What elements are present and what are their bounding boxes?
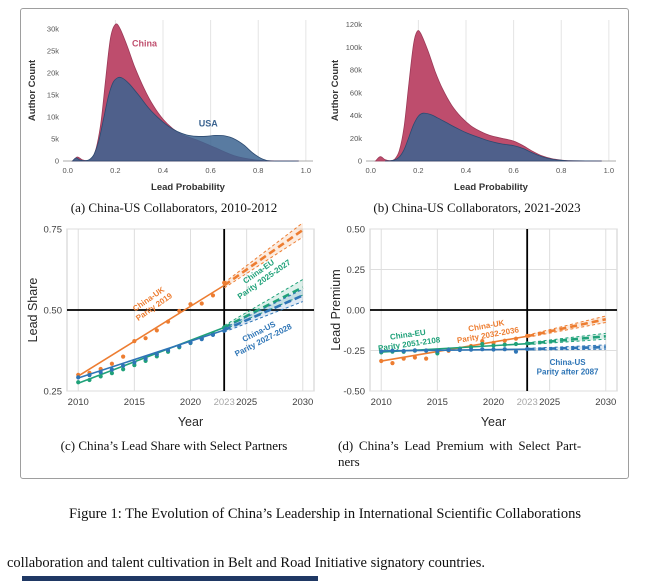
svg-text:20k: 20k xyxy=(350,134,362,143)
svg-text:25k: 25k xyxy=(47,46,59,55)
svg-text:Lead Premium: Lead Premium xyxy=(329,269,343,350)
svg-text:Lead Share: Lead Share xyxy=(26,278,40,343)
panel-c: 2010 2015 2020 2023 2025 2030 0.25 0.50 0.75 Year… xyxy=(25,220,323,454)
panel-b: 0.0 0.2 0.4 0.6 0.8 1.0 0 20k 40k 60k 80k 100k 120k L… xyxy=(328,12,626,216)
svg-text:0.50: 0.50 xyxy=(44,306,63,317)
svg-text:Lead Probability: Lead Probability xyxy=(151,182,226,193)
bottom-partial-bar xyxy=(22,576,318,581)
svg-text:100k: 100k xyxy=(346,43,363,52)
figure-box: 0.0 0.2 0.4 0.6 0.8 1.0 0 5k 10k 15k 20k 25k 30k Lead… xyxy=(20,8,629,479)
chart-d-scatter: 2010 2015 2020 2023 2025 2030 0.50 0.25 0.00 -0.2… xyxy=(329,225,618,429)
svg-text:30k: 30k xyxy=(47,24,59,33)
body-text: collaboration and talent cultivation in … xyxy=(7,555,485,571)
svg-text:0.0: 0.0 xyxy=(366,166,376,175)
panel-d-caption-line1: (d) China’s Lead Premium with Select Par… xyxy=(338,438,582,453)
svg-text:0.2: 0.2 xyxy=(413,166,423,175)
svg-text:40k: 40k xyxy=(350,111,362,120)
svg-text:2015: 2015 xyxy=(124,397,145,408)
svg-text:0.4: 0.4 xyxy=(158,166,168,175)
svg-text:0.25: 0.25 xyxy=(44,387,63,398)
svg-text:2023: 2023 xyxy=(517,397,538,408)
chart-a-density: 0.0 0.2 0.4 0.6 0.8 1.0 0 5k 10k 15k 20k 25k 30k Lead… xyxy=(27,20,313,193)
svg-text:0.0: 0.0 xyxy=(63,166,73,175)
svg-text:0.25: 0.25 xyxy=(347,265,366,276)
svg-text:1.0: 1.0 xyxy=(301,166,311,175)
svg-text:2020: 2020 xyxy=(180,397,201,408)
svg-text:Lead Probability: Lead Probability xyxy=(454,182,529,193)
svg-text:China: China xyxy=(132,38,158,48)
svg-text:60k: 60k xyxy=(350,88,362,97)
svg-text:5k: 5k xyxy=(51,134,59,143)
panel-d-caption-line2: ners xyxy=(338,454,360,469)
svg-text:2025: 2025 xyxy=(236,397,257,408)
svg-text:2030: 2030 xyxy=(595,397,616,408)
figure-caption: Figure 1: The Evolution of China’s Leade… xyxy=(69,506,581,522)
svg-text:China-UKParity 2019: China-UKParity 2019 xyxy=(129,283,175,323)
svg-text:0.50: 0.50 xyxy=(347,225,366,236)
svg-text:0: 0 xyxy=(358,157,362,166)
panel-c-caption: (c) China’s Lead Share with Select Partn… xyxy=(60,438,288,453)
svg-text:120k: 120k xyxy=(346,20,363,29)
chart-c-scatter: 2010 2015 2020 2023 2025 2030 0.25 0.50 0.75 Year… xyxy=(26,222,315,429)
svg-text:0.4: 0.4 xyxy=(461,166,471,175)
svg-text:Author Count: Author Count xyxy=(330,59,341,121)
svg-text:Year: Year xyxy=(178,415,203,429)
svg-text:Year: Year xyxy=(481,415,506,429)
svg-text:1.0: 1.0 xyxy=(604,166,614,175)
svg-text:2025: 2025 xyxy=(539,397,560,408)
svg-text:2030: 2030 xyxy=(292,397,313,408)
svg-text:0: 0 xyxy=(55,157,59,166)
svg-text:0.75: 0.75 xyxy=(44,225,63,236)
panel-a-caption: (a) China-US Collaborators, 2010-2012 xyxy=(70,200,278,215)
svg-text:2010: 2010 xyxy=(371,397,392,408)
svg-text:USA: USA xyxy=(199,119,219,129)
svg-text:0.8: 0.8 xyxy=(253,166,263,175)
svg-text:Author Count: Author Count xyxy=(27,59,38,121)
svg-text:10k: 10k xyxy=(47,112,59,121)
panel-d-caption: (d) China’s Lead Premium with Select Par… xyxy=(328,438,626,470)
svg-text:-0.25: -0.25 xyxy=(343,346,365,357)
svg-text:China-UKParity 2032-2036: China-UKParity 2032-2036 xyxy=(455,316,521,345)
svg-text:2010: 2010 xyxy=(68,397,89,408)
panel-b-caption: (b) China-US Collaborators, 2021-2023 xyxy=(373,200,581,215)
svg-text:-0.50: -0.50 xyxy=(343,387,365,398)
svg-text:2015: 2015 xyxy=(427,397,448,408)
panel-d: 2010 2015 2020 2023 2025 2030 0.50 0.25 0.00 -0.2… xyxy=(328,220,626,470)
svg-text:0.8: 0.8 xyxy=(556,166,566,175)
svg-text:80k: 80k xyxy=(350,66,362,75)
panel-a: 0.0 0.2 0.4 0.6 0.8 1.0 0 5k 10k 15k 20k 25k 30k Lead… xyxy=(25,12,323,216)
svg-text:2020: 2020 xyxy=(483,397,504,408)
svg-text:0.6: 0.6 xyxy=(508,166,518,175)
svg-text:0.6: 0.6 xyxy=(205,166,215,175)
svg-text:2023: 2023 xyxy=(214,397,235,408)
svg-text:0.2: 0.2 xyxy=(110,166,120,175)
svg-text:15k: 15k xyxy=(47,90,59,99)
svg-text:China-USParity after 2087: China-US Parity after 2087 xyxy=(537,358,599,377)
svg-text:0.00: 0.00 xyxy=(347,306,366,317)
chart-b-density: 0.0 0.2 0.4 0.6 0.8 1.0 0 20k 40k 60k 80k 100k 120k L… xyxy=(330,20,616,193)
svg-text:20k: 20k xyxy=(47,68,59,77)
